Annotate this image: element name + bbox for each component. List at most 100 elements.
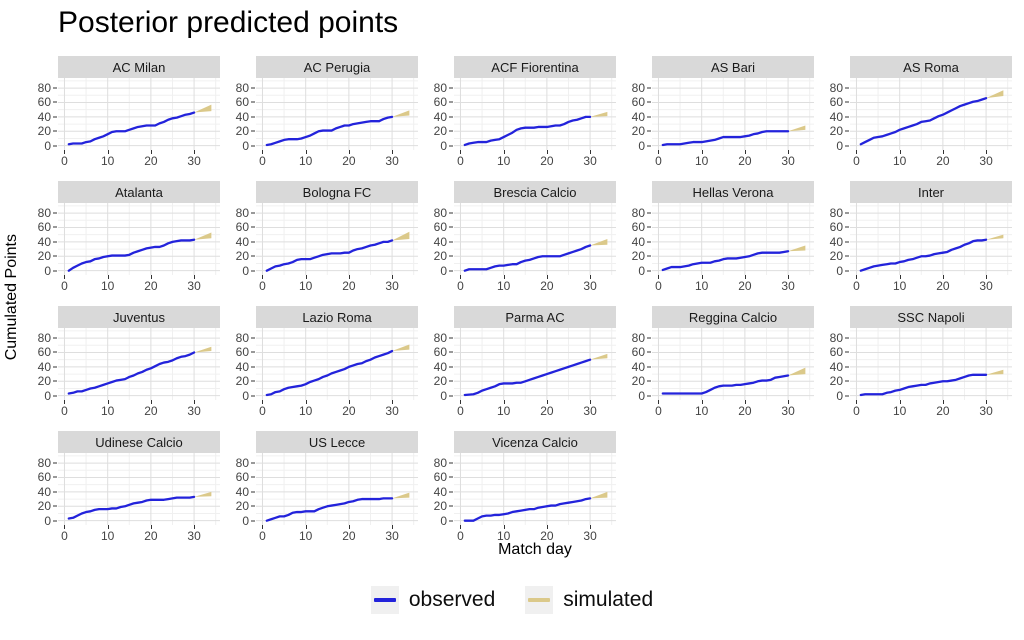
y-tick-label: 80 bbox=[829, 206, 843, 221]
y-tick-mark bbox=[647, 87, 651, 89]
observed-line bbox=[265, 497, 394, 522]
facet-strip: ACF Fiorentina bbox=[454, 56, 616, 78]
x-tick-mark bbox=[503, 400, 505, 404]
facet-plot bbox=[256, 203, 418, 275]
y-tick-label: 20 bbox=[235, 249, 249, 264]
facet-plot bbox=[652, 203, 814, 275]
y-axis: 0 20 40 60 80 bbox=[820, 328, 850, 403]
y-tick-label: 40 bbox=[829, 234, 843, 249]
y-tick-mark bbox=[53, 145, 57, 147]
x-tick-label: 0 bbox=[457, 529, 464, 543]
facet-panel bbox=[652, 203, 814, 275]
y-tick-label: 60 bbox=[433, 220, 447, 235]
y-tick-label: 40 bbox=[37, 109, 51, 124]
y-tick-mark bbox=[53, 226, 57, 228]
facet-juventus: Juventus 0 20 40 60 80 0 10 20 30 bbox=[28, 306, 220, 418]
y-axis: 0 20 40 60 80 bbox=[424, 203, 454, 278]
y-tick-mark bbox=[647, 395, 651, 397]
x-tick-label: 0 bbox=[457, 404, 464, 418]
y-tick-mark bbox=[251, 351, 255, 353]
y-tick-label: 20 bbox=[631, 124, 645, 139]
facet-title: AC Perugia bbox=[303, 59, 371, 75]
y-tick-mark bbox=[647, 351, 651, 353]
facet-plot bbox=[850, 203, 1012, 275]
x-tick-label: 30 bbox=[979, 154, 993, 168]
x-tick-mark bbox=[107, 150, 109, 154]
x-tick-label: 20 bbox=[144, 404, 158, 418]
y-tick-mark bbox=[449, 116, 453, 118]
x-tick-mark bbox=[150, 275, 152, 279]
x-axis: 0 10 20 30 bbox=[652, 275, 814, 293]
x-tick-label: 10 bbox=[496, 529, 511, 543]
y-tick-mark bbox=[53, 337, 57, 339]
y-tick-label: 20 bbox=[37, 249, 51, 264]
y-tick-mark bbox=[845, 87, 849, 89]
y-tick-label: 60 bbox=[631, 220, 645, 235]
facet-title: Inter bbox=[917, 184, 944, 200]
y-tick-label: 40 bbox=[235, 109, 249, 124]
x-tick-label: 10 bbox=[298, 279, 313, 293]
x-tick-mark bbox=[658, 275, 660, 279]
y-axis: 0 20 40 60 80 bbox=[820, 78, 850, 153]
y-tick-label: 20 bbox=[37, 124, 51, 139]
facet-strip: AS Bari bbox=[652, 56, 814, 78]
facet-title: Lazio Roma bbox=[302, 309, 372, 325]
x-tick-label: 0 bbox=[655, 279, 662, 293]
y-tick-mark bbox=[449, 380, 453, 382]
x-tick-label: 20 bbox=[738, 404, 752, 418]
facet-strip: Parma AC bbox=[454, 306, 616, 328]
y-tick-mark bbox=[53, 241, 57, 243]
facet-strip: US Lecce bbox=[256, 431, 418, 453]
y-tick-label: 80 bbox=[235, 456, 249, 471]
x-tick-label: 30 bbox=[583, 529, 597, 543]
x-tick-label: 30 bbox=[187, 279, 201, 293]
facet-title: Bologna FC bbox=[302, 184, 372, 200]
x-tick-mark bbox=[348, 525, 350, 529]
x-tick-mark bbox=[262, 275, 264, 279]
x-tick-mark bbox=[194, 150, 196, 154]
y-tick-mark bbox=[53, 101, 57, 103]
facet-panel bbox=[454, 453, 616, 525]
x-axis: 0 10 20 30 bbox=[652, 150, 814, 168]
y-tick-mark bbox=[251, 87, 255, 89]
facet-title: Vicenza Calcio bbox=[492, 434, 578, 450]
observed-line bbox=[859, 373, 988, 397]
y-tick-mark bbox=[251, 130, 255, 132]
x-axis: 0 10 20 30 bbox=[256, 400, 418, 418]
facet-grid: AC Milan 0 20 40 60 80 0 10 20 30 AC Perugia 0 20 40 6… bbox=[28, 56, 1012, 543]
y-tick-label: 60 bbox=[829, 220, 843, 235]
observed-line bbox=[859, 238, 988, 272]
facet-inter: Inter 0 20 40 60 80 0 10 20 30 bbox=[820, 181, 1012, 293]
x-tick-mark bbox=[194, 275, 196, 279]
x-tick-mark bbox=[986, 150, 988, 154]
y-tick-label: 0 bbox=[44, 388, 51, 403]
y-axis: 0 20 40 60 80 bbox=[424, 453, 454, 528]
x-tick-label: 20 bbox=[540, 154, 554, 168]
x-tick-mark bbox=[546, 150, 548, 154]
facet-acf-fiorentina: ACF Fiorentina 0 20 40 60 80 0 10 20 30 bbox=[424, 56, 616, 168]
facet-panel bbox=[58, 453, 220, 525]
y-axis-title-wrap: Cumulated Points bbox=[2, 56, 22, 538]
y-tick-label: 60 bbox=[235, 470, 249, 485]
facet-plot bbox=[58, 203, 220, 275]
simulated-band bbox=[194, 491, 212, 497]
x-tick-mark bbox=[348, 400, 350, 404]
x-tick-mark bbox=[701, 150, 703, 154]
y-tick-mark bbox=[647, 101, 651, 103]
y-tick-mark bbox=[53, 255, 57, 257]
facet-strip: Juventus bbox=[58, 306, 220, 328]
x-tick-mark bbox=[546, 275, 548, 279]
x-tick-label: 10 bbox=[100, 404, 115, 418]
x-tick-mark bbox=[788, 400, 790, 404]
y-tick-mark bbox=[449, 395, 453, 397]
y-tick-mark bbox=[647, 255, 651, 257]
x-tick-label: 20 bbox=[342, 154, 356, 168]
simulated-band bbox=[194, 346, 212, 353]
x-tick-label: 20 bbox=[540, 279, 554, 293]
x-tick-label: 10 bbox=[298, 529, 313, 543]
y-tick-mark bbox=[845, 270, 849, 272]
y-tick-label: 60 bbox=[433, 95, 447, 110]
y-tick-label: 80 bbox=[433, 331, 447, 346]
y-axis: 0 20 40 60 80 bbox=[28, 78, 58, 153]
simulated-band bbox=[392, 110, 410, 117]
